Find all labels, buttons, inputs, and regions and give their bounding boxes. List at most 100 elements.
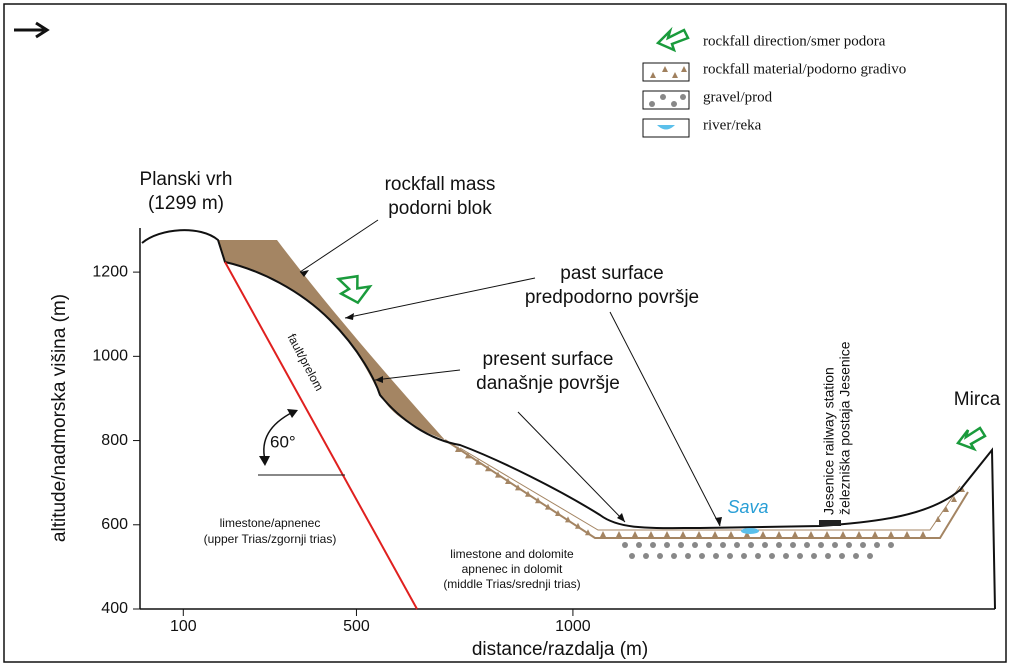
- gravel-dot: [867, 553, 873, 559]
- gravel-dot: [706, 542, 712, 548]
- triangle: [465, 452, 471, 459]
- y-tick-label: 1200: [92, 263, 128, 280]
- triangle: [555, 510, 561, 516]
- gravel-dot: [839, 553, 845, 559]
- legend-label: rockfall material/podorno gradivo: [703, 61, 906, 77]
- gravel-dot: [734, 542, 740, 548]
- angle-arc: [263, 411, 294, 461]
- angle-arrowheads: [259, 409, 298, 466]
- triangle: [888, 531, 894, 537]
- gravel-dot: [699, 553, 705, 559]
- gravel-dot: [650, 542, 656, 548]
- gravel-dot: [832, 542, 838, 548]
- triangle: [728, 531, 734, 537]
- river: [741, 528, 759, 534]
- gravel-dot: [797, 553, 803, 559]
- gravel-dot: [664, 542, 670, 548]
- triangle: [696, 531, 702, 537]
- triangle: [585, 529, 591, 536]
- gravel-dot: [790, 542, 796, 548]
- frame: [3, 3, 1007, 663]
- gravel-dot: [692, 542, 698, 548]
- legend-label: rockfall direction/smer podora: [703, 33, 886, 49]
- triangle: [760, 531, 766, 537]
- y-tick-label: 400: [101, 600, 128, 617]
- limestone-label: (upper Trias/zgornji trias): [204, 532, 337, 546]
- gravel-dot: [874, 542, 880, 548]
- station-label: železniška postaja Jesenice: [837, 341, 853, 515]
- gravel-dot: [776, 542, 782, 548]
- legend-icons: [642, 26, 690, 138]
- x-tick-label: 500: [343, 618, 370, 635]
- fault-label: fault/prelom: [285, 331, 327, 393]
- gravel-dot: [741, 553, 747, 559]
- triangle: [840, 531, 846, 537]
- triangle: [632, 531, 638, 537]
- triangle: [792, 531, 798, 537]
- dolomite-label: limestone and dolomite: [450, 547, 574, 561]
- angle-label: 60°: [270, 432, 296, 451]
- y-tick-label: 600: [101, 516, 128, 533]
- present-surface-label: present surface: [483, 349, 614, 370]
- rockfall-mass: [218, 240, 445, 440]
- gravel-dot: [671, 553, 677, 559]
- gravel-dot: [888, 542, 894, 548]
- triangle: [485, 465, 491, 472]
- limestone-label: limestone/apnenec: [220, 516, 321, 530]
- triangle: [776, 531, 782, 537]
- gravel-dot: [727, 553, 733, 559]
- peak-label: Planski vrh: [140, 169, 233, 190]
- triangle: [535, 497, 541, 504]
- gravel-dot: [783, 553, 789, 559]
- peak-label: (1299 m): [148, 193, 224, 214]
- gravel-dot: [713, 553, 719, 559]
- triangle: [575, 522, 581, 529]
- gravel-dot: [804, 542, 810, 548]
- gravel-dot: [720, 542, 726, 548]
- triangle: [664, 531, 670, 537]
- gravel-dot: [755, 553, 761, 559]
- rockfall-mass-label: podorni blok: [388, 198, 492, 219]
- triangle: [475, 458, 481, 465]
- x-axis-label: distance/razdalja (m): [472, 639, 648, 660]
- past-surface-label: past surface: [560, 263, 664, 284]
- rockfall-arrow: [955, 426, 987, 452]
- rockfall-material-triangles: [455, 446, 965, 537]
- triangle: [872, 531, 878, 537]
- gravel-dot: [762, 542, 768, 548]
- legend-label: gravel/prod: [703, 89, 773, 105]
- fault-line: [224, 261, 418, 610]
- gravel-dot: [853, 553, 859, 559]
- dolomite-label: apnenec in dolomit: [462, 562, 563, 576]
- rockfall-material: [444, 439, 969, 539]
- gravel-dot: [769, 553, 775, 559]
- triangle: [824, 531, 830, 537]
- triangle: [616, 531, 622, 537]
- gravel: [622, 542, 894, 559]
- triangle: [565, 516, 571, 523]
- rockfall-arrow: [335, 274, 373, 305]
- station-label: Jesenice railway station: [821, 367, 837, 515]
- triangle: [545, 503, 551, 510]
- north-arrow: [14, 21, 50, 39]
- x-tick-label: 1000: [555, 618, 591, 635]
- gravel-dot: [636, 542, 642, 548]
- gravel-dot: [643, 553, 649, 559]
- y-tick-label: 1000: [92, 348, 128, 365]
- triangle: [712, 531, 718, 537]
- triangle: [935, 516, 941, 522]
- past-surface-label: predpodorno površje: [525, 287, 699, 308]
- rockfall-mass-label: rockfall mass: [385, 174, 496, 195]
- mirca-label: Mirca: [954, 389, 1001, 410]
- y-tick-label: 800: [101, 432, 128, 449]
- pointer-lines: [299, 219, 721, 527]
- triangle: [920, 531, 926, 537]
- triangle: [505, 478, 511, 484]
- gravel-dot: [657, 553, 663, 559]
- gravel-dot: [685, 553, 691, 559]
- triangle: [904, 531, 910, 537]
- gravel-dot: [622, 542, 628, 548]
- triangle: [744, 531, 750, 537]
- triangle: [856, 531, 862, 537]
